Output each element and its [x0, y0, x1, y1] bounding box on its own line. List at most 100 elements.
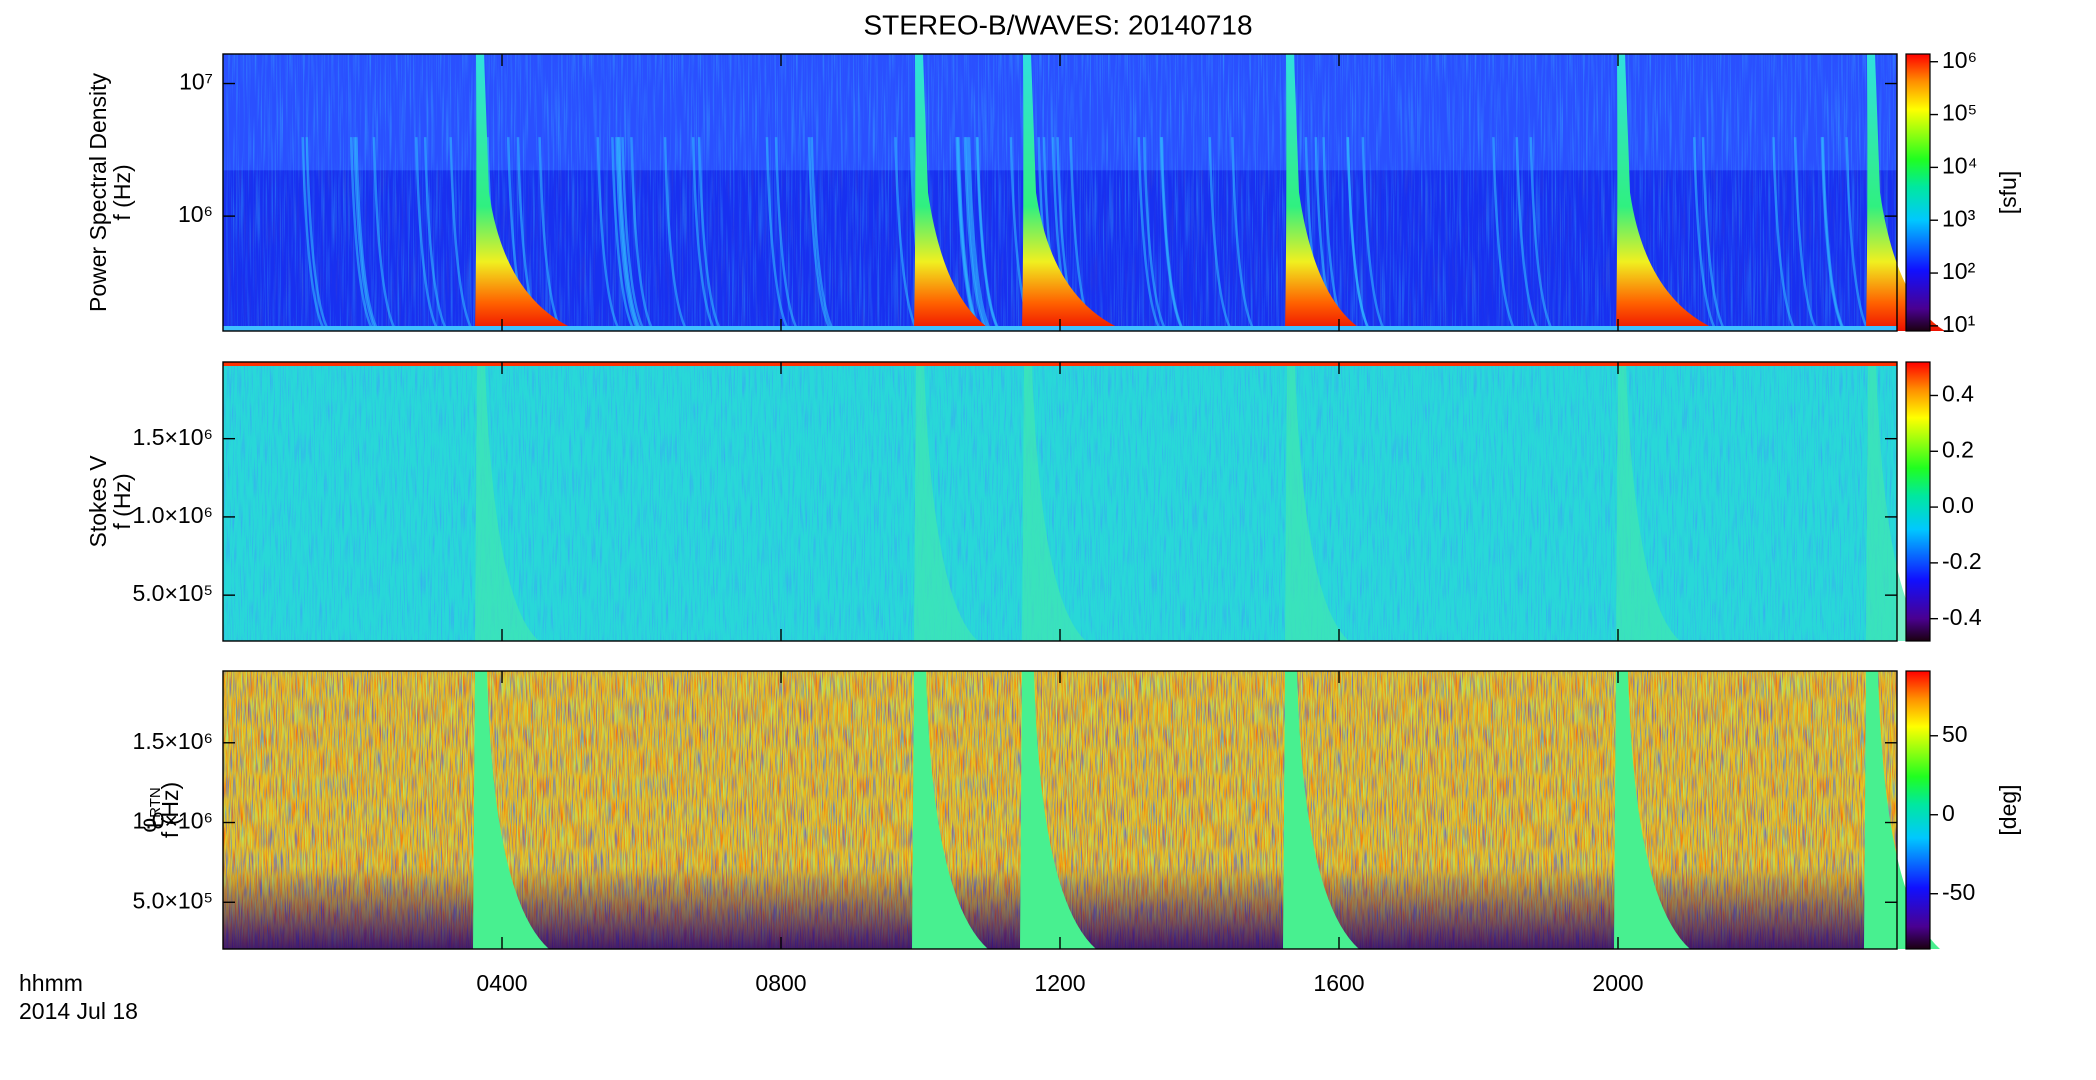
- spectrogram-streak: [1361, 137, 1386, 332]
- x-axis-date: 2014 Jul 18: [19, 998, 138, 1024]
- y-axis-label-unit: f (Hz): [109, 164, 135, 220]
- y-tick-label: 10⁶: [178, 201, 213, 227]
- colorbar-tick-label: 50: [1942, 721, 1968, 747]
- spectrogram-burst: [1283, 671, 1359, 949]
- spectrogram-streak: [1793, 137, 1819, 332]
- colorbar-tick-label: 0.4: [1942, 381, 1974, 407]
- spectrogram-streak: [807, 137, 833, 332]
- spectrogram-streak: [353, 137, 378, 332]
- spectrogram-streak: [810, 137, 835, 332]
- spectrogram-streak: [894, 137, 919, 332]
- spectrogram-streak: [1231, 137, 1256, 332]
- spectrogram-streak: [611, 137, 636, 332]
- y-axis-label-unit: f (Hz): [157, 782, 183, 838]
- colorbar-tick-label: 0.0: [1942, 492, 1974, 518]
- spectrogram-streak: [965, 137, 990, 332]
- spectrogram-streak: [1159, 137, 1185, 332]
- spectrogram-streak: [691, 137, 717, 332]
- x-axis-label: hhmm: [19, 970, 83, 996]
- y-axis-label-subscript: RTN: [147, 787, 164, 818]
- y-tick-label: 5.0×10⁵: [132, 887, 213, 913]
- spectrogram-streak: [301, 137, 326, 332]
- y-tick-label: 1.0×10⁶: [133, 808, 213, 834]
- colorbar-label: [sfu]: [1995, 171, 2021, 214]
- spectrogram-streak: [967, 137, 993, 332]
- spectrogram-burst: [1022, 362, 1086, 641]
- spectrogram-streak: [1346, 137, 1371, 332]
- colorbar-tick-label: -50: [1942, 879, 1975, 905]
- colorbar-tick-label: 10³: [1942, 205, 1976, 231]
- spectrogram-streak: [355, 137, 380, 332]
- spectrogram-burst: [475, 54, 579, 331]
- spectrogram-burst: [1285, 54, 1364, 331]
- spectrogram-streak: [621, 137, 646, 332]
- y-axis-label-text: Stokes V: [85, 455, 111, 548]
- spectrogram-streak: [765, 137, 791, 332]
- spectrogram-streak: [976, 137, 1001, 332]
- colorbar: [1905, 670, 1931, 950]
- spectrogram-streak: [1845, 137, 1870, 332]
- spectrogram-streak: [415, 137, 440, 332]
- spectrogram-burst: [1020, 671, 1096, 949]
- spectrogram-burst: [1285, 362, 1349, 641]
- spectrogram-streak: [617, 137, 643, 332]
- spectrogram-streak: [1492, 137, 1517, 332]
- colorbar-tick-label: 10⁶: [1942, 47, 1977, 73]
- y-axis-label: Power Spectral Density: [85, 72, 111, 312]
- spectrogram-streak: [596, 137, 621, 332]
- spectrogram-burst: [1614, 671, 1690, 949]
- spectrogram-burst: [1866, 54, 1945, 331]
- spectrogram-streak: [1820, 137, 1846, 332]
- spectrogram-streak: [630, 137, 655, 332]
- spectrogram-streak: [372, 137, 398, 332]
- spectrogram-streak: [1137, 137, 1162, 332]
- colorbar: [1905, 361, 1931, 642]
- colorbar-tick-label: 0.2: [1942, 436, 1974, 462]
- colorbar-label: [deg]: [1995, 784, 2021, 835]
- spectrogram-streak: [1772, 137, 1797, 332]
- x-tick-label: 1600: [1313, 970, 1364, 996]
- y-axis-label-unit: f (Hz): [109, 473, 135, 529]
- spectrogram-burst: [473, 671, 549, 949]
- colorbar-tick-label: -0.2: [1942, 548, 1982, 574]
- x-tick-label: 0800: [755, 970, 806, 996]
- chart-title: STEREO-B/WAVES: 20140718: [863, 9, 1252, 40]
- spectrogram-burst: [914, 54, 993, 331]
- spectrogram-burst: [912, 671, 988, 949]
- spectrogram-streak: [663, 137, 689, 332]
- spectrogram-image: [223, 54, 1945, 332]
- colorbar: [1905, 53, 1931, 332]
- spectrogram-streak: [697, 137, 723, 332]
- spectrogram-streak: [1515, 137, 1540, 332]
- spectrogram-burst: [1022, 54, 1126, 331]
- spectrogram-burst: [914, 362, 978, 641]
- colorbar-tick-label: 0: [1942, 800, 1955, 826]
- spectrogram-image: [223, 362, 1930, 641]
- spectrogram-streak: [449, 137, 474, 332]
- spectrogram-streak: [1529, 137, 1554, 332]
- spectrogram-streak: [774, 137, 800, 332]
- spectrogram-streak: [963, 137, 989, 332]
- colorbar-tick-label: 10⁴: [1942, 152, 1977, 178]
- colorbar-tick-label: 10⁵: [1942, 100, 1977, 126]
- y-tick-label: 5.0×10⁵: [132, 580, 213, 606]
- colorbar-tick-label: 10²: [1942, 258, 1976, 284]
- colorbar-tick-label: -0.4: [1942, 604, 1982, 630]
- y-tick-label: 1.0×10⁶: [133, 502, 213, 528]
- y-tick-label: 1.5×10⁶: [133, 424, 213, 450]
- spectrogram-burst: [475, 362, 539, 641]
- spectrogram-streak: [305, 137, 330, 332]
- spectrogram-streak: [615, 137, 640, 332]
- x-tick-label: 0400: [476, 970, 527, 996]
- spectrogram-burst: [1866, 362, 1930, 641]
- spectrogram-burst: [1616, 54, 1720, 331]
- x-tick-label: 2000: [1592, 970, 1643, 996]
- y-axis-label-text: φ: [135, 818, 161, 833]
- spectrogram-streak: [423, 137, 449, 332]
- spectrogram-streak: [1701, 137, 1727, 332]
- y-axis-label: φRTN: [135, 787, 164, 832]
- y-tick-label: 10⁷: [179, 69, 213, 95]
- spectrogram-streak: [349, 137, 375, 332]
